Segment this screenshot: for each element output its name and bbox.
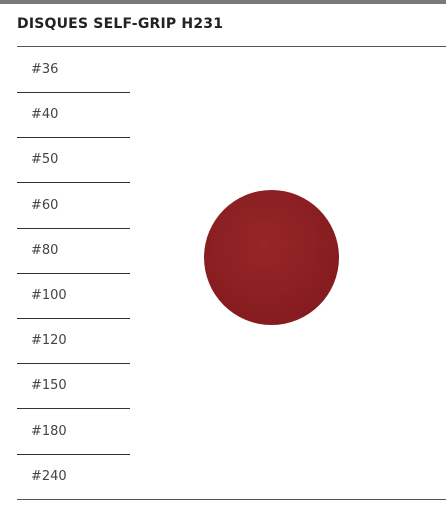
grit-label: #40 [31, 107, 59, 123]
grit-label: #100 [31, 288, 67, 303]
grit-row: #40 [17, 93, 130, 139]
table-title: DISQUES SELF-GRIP H231 [17, 16, 224, 32]
row-rule [17, 92, 130, 93]
row-rule [17, 498, 446, 500]
grit-row: #36 [17, 48, 130, 93]
row-rule [17, 272, 130, 274]
grit-row: #100 [17, 274, 130, 319]
grit-row: #180 [17, 410, 130, 455]
grit-label: #50 [31, 152, 59, 168]
sanding-disc-image [204, 190, 339, 325]
grit-label: #60 [31, 197, 59, 213]
row-rule [17, 363, 130, 365]
grit-label: #240 [31, 468, 67, 484]
grit-row: #240 [17, 455, 446, 500]
grit-row: #50 [17, 138, 130, 184]
grit-label: #150 [31, 378, 67, 394]
grit-label: #180 [31, 423, 67, 439]
row-rule [17, 137, 130, 139]
grit-label: #80 [31, 242, 59, 258]
grit-label: #36 [31, 62, 59, 77]
grit-row: #60 [17, 184, 130, 229]
grit-row: #80 [17, 229, 130, 274]
grit-label: #120 [31, 333, 67, 349]
grit-row: #120 [17, 319, 130, 365]
row-rule [17, 318, 130, 319]
row-rule [17, 453, 130, 455]
row-rule [17, 408, 130, 410]
row-rule [17, 227, 130, 229]
header-rule [17, 46, 446, 47]
row-rule [17, 182, 130, 184]
grit-row: #150 [17, 364, 130, 410]
top-bar [0, 0, 446, 4]
